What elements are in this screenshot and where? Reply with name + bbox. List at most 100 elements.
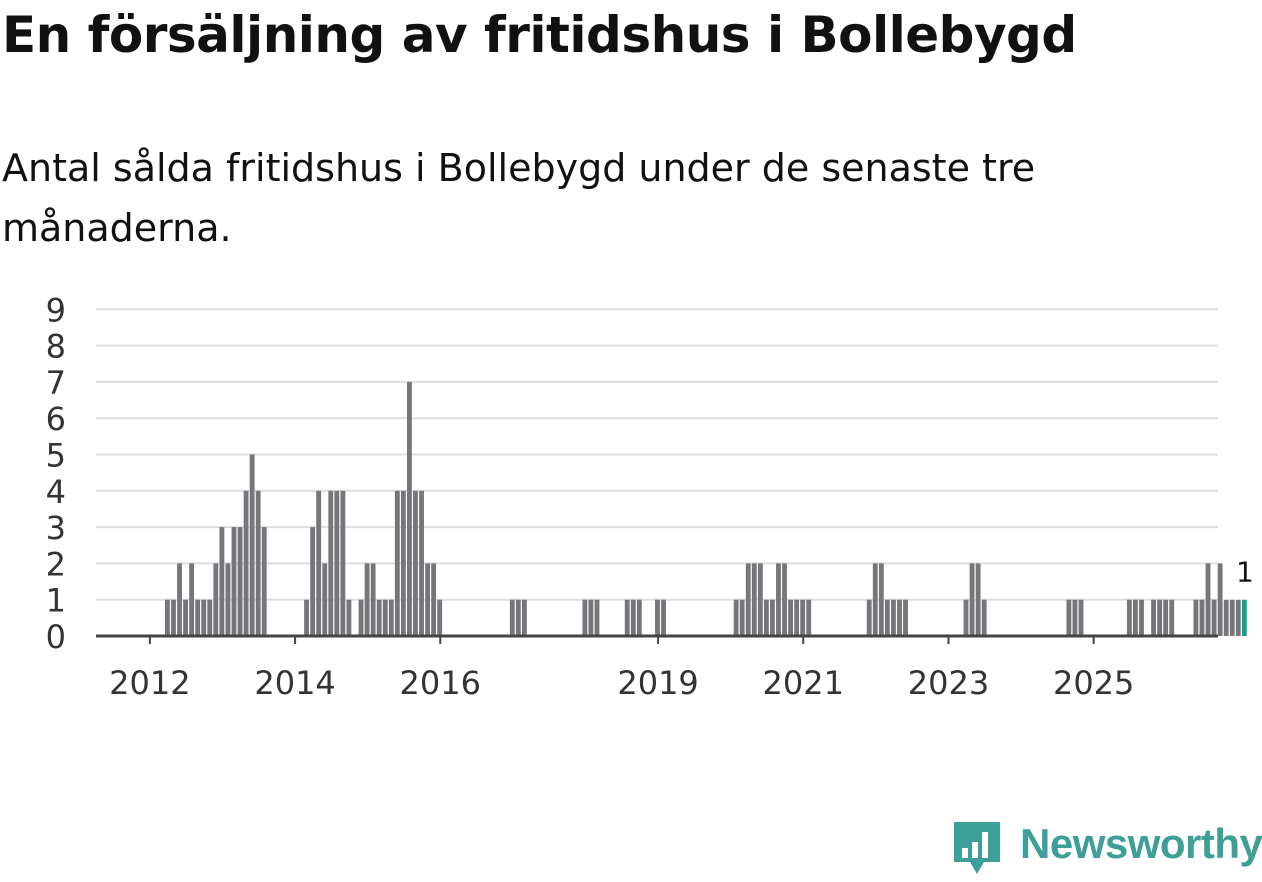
bar [219,527,225,636]
bar [963,599,969,636]
bar [1139,599,1144,636]
x-tick-label: 2014 [254,664,335,702]
bar [661,599,666,636]
bar [243,490,249,636]
bar [745,563,751,636]
bar [866,599,872,636]
bar [630,599,636,636]
bar [425,563,430,636]
bar [1223,599,1229,636]
bar [255,490,261,636]
y-tick-label: 4 [46,473,66,511]
bar [346,599,352,636]
bar [733,599,739,636]
bar [304,599,309,636]
bar [370,563,376,636]
bar [1199,599,1205,636]
bar [594,599,600,636]
bar [1229,599,1235,636]
bar [310,527,316,636]
bar [201,599,207,636]
bar [624,599,630,636]
y-tick-label: 8 [46,328,66,366]
bar [177,563,182,636]
annotation: 1 [1236,556,1254,589]
bar [981,599,987,636]
bar [183,599,188,636]
y-tick-label: 1 [46,582,66,620]
bar [400,490,406,636]
bar [776,563,781,636]
chart-subtitle: Antal sålda fritidshus i Bollebygd under… [2,146,1036,250]
bar [1211,599,1217,636]
bar [1072,599,1078,636]
bar [884,599,890,636]
bar [1205,563,1211,636]
bar [763,599,769,636]
bar [636,599,642,636]
bar [788,599,793,636]
x-tick-label: 2016 [400,664,481,702]
x-tick-label: 2012 [109,664,190,702]
x-axis-labels: 2012 2014 2016 2019 2021 2023 2025 [109,636,1134,702]
x-tick-label: 2023 [908,664,989,702]
y-tick-label: 5 [46,437,66,475]
bar [588,599,594,636]
bar [903,599,908,636]
bar [213,563,219,636]
bar [1078,599,1084,636]
bar [328,490,334,636]
y-tick-label: 7 [46,364,66,402]
bar [1169,599,1175,636]
bar [207,599,213,636]
bar [358,599,364,636]
bar [340,490,346,636]
bar [1163,599,1169,636]
bar [897,599,902,636]
bar [891,599,896,636]
bar [431,563,437,636]
bar [364,563,370,636]
bar [1066,599,1072,636]
bar [521,599,527,636]
bar [582,599,588,636]
bar [1217,563,1223,636]
bar [1151,599,1156,636]
bar [376,599,382,636]
bar [231,527,237,636]
bar [195,599,201,636]
bar [800,599,806,636]
bar [739,599,745,636]
bar [394,490,400,636]
bar [237,527,243,636]
y-tick-label: 9 [46,291,66,329]
bar [872,563,878,636]
chart-title: En försäljning av fritidshus i Bollebygd [2,6,1077,64]
bar-highlight [1241,599,1247,636]
bar [515,599,521,636]
y-tick-label: 6 [46,400,66,438]
x-tick-label: 2021 [763,664,844,702]
bar [413,490,418,636]
bar [249,454,255,636]
y-tick-label: 3 [46,509,66,547]
bar [1157,599,1163,636]
bar [322,563,328,636]
x-tick-label: 2019 [617,664,698,702]
bar [388,599,394,636]
bar [316,490,322,636]
bar [969,563,975,636]
bar [975,563,981,636]
bar [165,599,170,636]
bar [782,563,787,636]
newsworthy-logo-icon [954,822,1000,874]
bars [165,381,1247,636]
bar [334,490,340,636]
bar [261,527,267,636]
bar [225,563,231,636]
y-tick-label: 2 [46,545,66,583]
bar [509,599,515,636]
bar [1193,599,1199,636]
newsworthy-logo: Newsworthy [950,818,1262,878]
